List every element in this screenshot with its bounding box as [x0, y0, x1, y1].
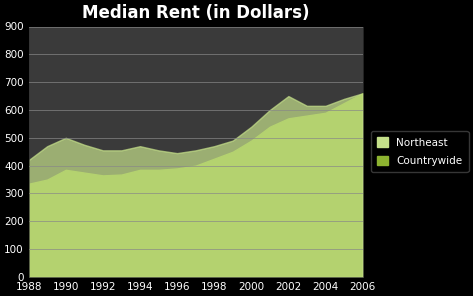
Title: Median Rent (in Dollars): Median Rent (in Dollars) — [82, 4, 309, 22]
Legend: Northeast, Countrywide: Northeast, Countrywide — [371, 131, 469, 172]
